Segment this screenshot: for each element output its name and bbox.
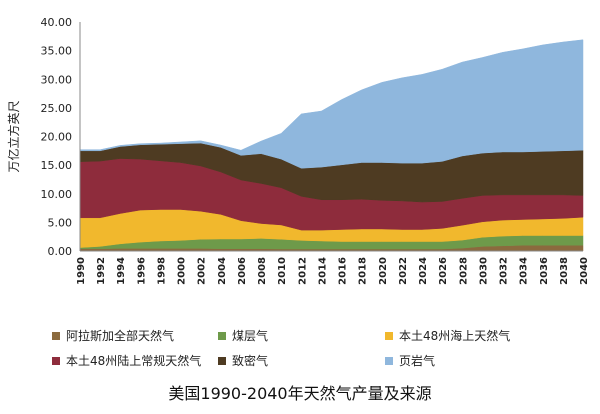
y-tick-label: 10.00 xyxy=(41,188,73,201)
x-tick-label: 2040 xyxy=(579,257,590,285)
x-tick-label: 2004 xyxy=(217,257,228,285)
x-tick-label: 2010 xyxy=(277,257,288,285)
chart-caption: 美国1990-2040年天然气产量及来源 xyxy=(168,384,432,403)
y-tick-label: 30.00 xyxy=(41,73,73,86)
x-tick-label: 2006 xyxy=(237,257,248,285)
x-tick-labels: 1990 1992 1994 1996 1998 2000 2002 2004 2006 2008… xyxy=(76,257,590,285)
axes xyxy=(79,22,583,252)
y-tick-label: 20.00 xyxy=(41,131,73,144)
x-tick-label: 1992 xyxy=(96,257,107,285)
x-tick-label: 2028 xyxy=(458,257,469,285)
x-tick-label: 1998 xyxy=(156,257,167,285)
y-tick-label: 0.00 xyxy=(48,245,73,258)
y-tick-labels: 0.00 5.00 10.00 15.00 20.00 25.00 30.00 35.00 40… xyxy=(41,16,73,258)
x-tick-label: 2018 xyxy=(358,257,369,285)
x-tick-label: 2000 xyxy=(177,257,188,285)
x-tick-label: 2012 xyxy=(297,257,308,285)
area-series-5 xyxy=(79,39,584,169)
x-tick-label: 2024 xyxy=(418,257,429,285)
x-tick-label: 2026 xyxy=(438,257,449,285)
x-tick-label: 2030 xyxy=(478,257,489,285)
y-tick-label: 35.00 xyxy=(41,45,73,58)
x-tick-label: 2036 xyxy=(539,257,550,285)
area-layers xyxy=(79,39,584,252)
x-tick-label: 2032 xyxy=(499,257,510,285)
x-tick-label: 2008 xyxy=(257,257,268,285)
x-tick-label: 1994 xyxy=(116,257,127,285)
x-tick-label: 2034 xyxy=(519,257,530,285)
x-tick-label: 2002 xyxy=(197,257,208,285)
y-tick-label: 5.00 xyxy=(48,216,73,229)
x-tick-label: 2016 xyxy=(338,257,349,285)
y-tick-label: 25.00 xyxy=(41,102,73,115)
x-tick-label: 2014 xyxy=(317,257,328,285)
x-tick-label: 2020 xyxy=(378,257,389,285)
x-tick-label: 1996 xyxy=(136,257,147,285)
y-tick-label: 15.00 xyxy=(41,159,73,172)
x-tick-label: 2038 xyxy=(559,257,570,285)
y-axis-label: 万亿立方英尺 xyxy=(6,100,21,172)
y-tick-label: 40.00 xyxy=(41,16,73,29)
x-tick-label: 2022 xyxy=(398,257,409,285)
x-tick-label: 1990 xyxy=(76,257,87,285)
